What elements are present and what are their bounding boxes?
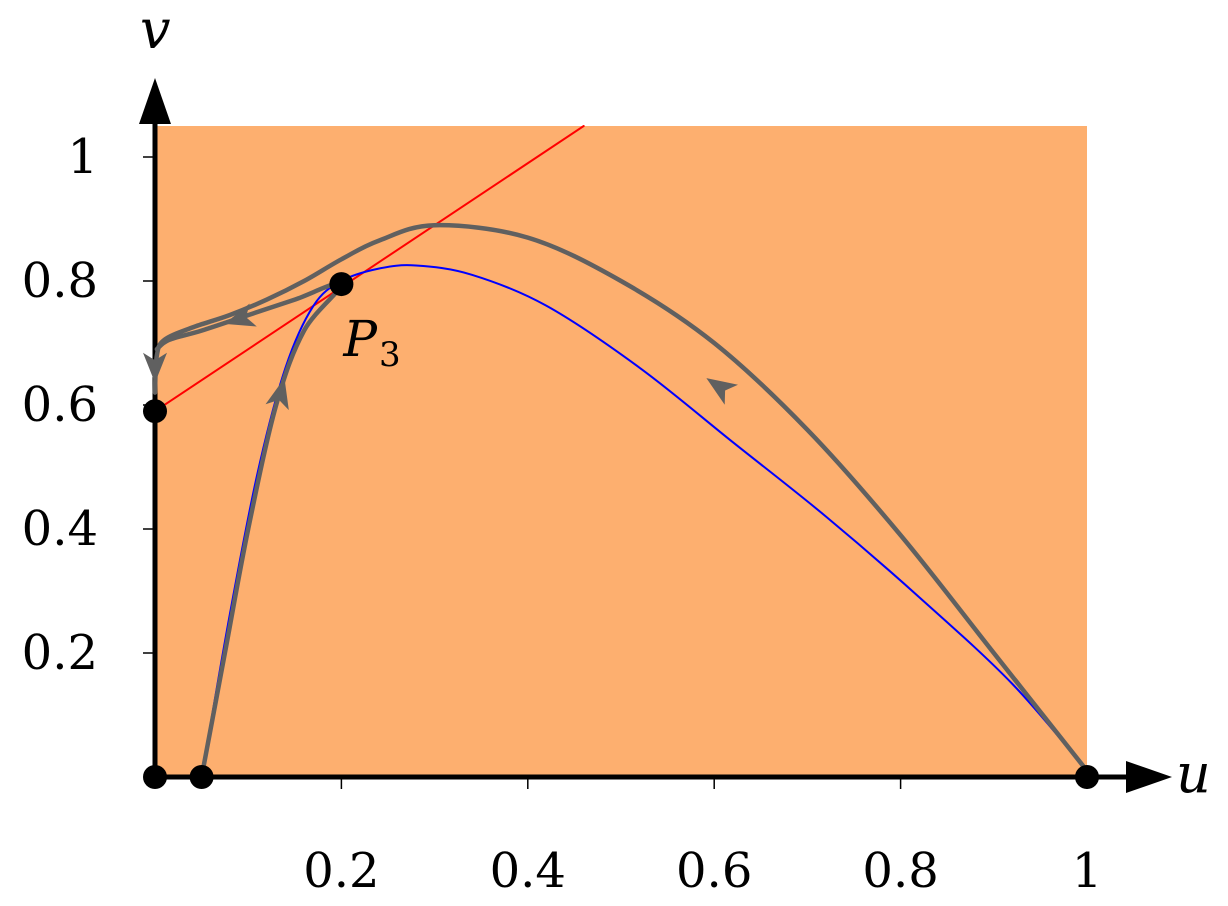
curved-nullcline-line (200, 264, 1088, 778)
direction-arrow (143, 352, 167, 383)
point-label-main: P (342, 310, 378, 368)
trajectory-lower-line (154, 280, 344, 780)
equilibrium-point (329, 272, 354, 297)
equilibrium-point (1075, 765, 1099, 789)
straight-nullcline-line (154, 125, 585, 413)
direction-arrow (224, 303, 257, 327)
labels-layer: u v 0.2 0.4 0.6 0.8 1 0.2 0.4 0.6 0.8 1 P3 (22, 0, 1211, 899)
shaded-region (155, 126, 1087, 777)
y-tick-label: 0.2 (22, 625, 98, 681)
y-axis-label: v (140, 0, 171, 61)
x-axis-label: u (1176, 742, 1211, 805)
x-tick-label: 0.8 (862, 843, 938, 899)
x-tick-label: 0.4 (490, 843, 566, 899)
y-tick-label: 0.8 (22, 253, 98, 309)
x-tick-label: 0.6 (676, 843, 752, 899)
x-tick-label: 0.2 (303, 843, 379, 899)
x-axis-arrowhead (1126, 761, 1172, 793)
axes-layer (139, 78, 1172, 793)
arrows-layer (143, 303, 738, 411)
equilibrium-point (189, 765, 214, 789)
y-tick-label: 0.6 (22, 377, 98, 433)
point-label-p3: P3 (342, 310, 400, 375)
y-tick-label: 0.4 (22, 501, 98, 557)
direction-arrow (706, 378, 738, 405)
point-label-subscript: 3 (379, 335, 401, 375)
shaded-region-layer (155, 126, 1087, 777)
equilibrium-point (143, 765, 167, 789)
equilibrium-point (143, 399, 167, 424)
points-layer (143, 272, 1099, 789)
trajectory-upper-line (152, 222, 1090, 774)
y-axis-arrowhead (139, 78, 171, 124)
x-tick-label: 1 (1072, 843, 1103, 899)
series-layer (152, 125, 1090, 780)
direction-arrow (265, 378, 289, 411)
y-tick-label: 1 (67, 129, 98, 185)
